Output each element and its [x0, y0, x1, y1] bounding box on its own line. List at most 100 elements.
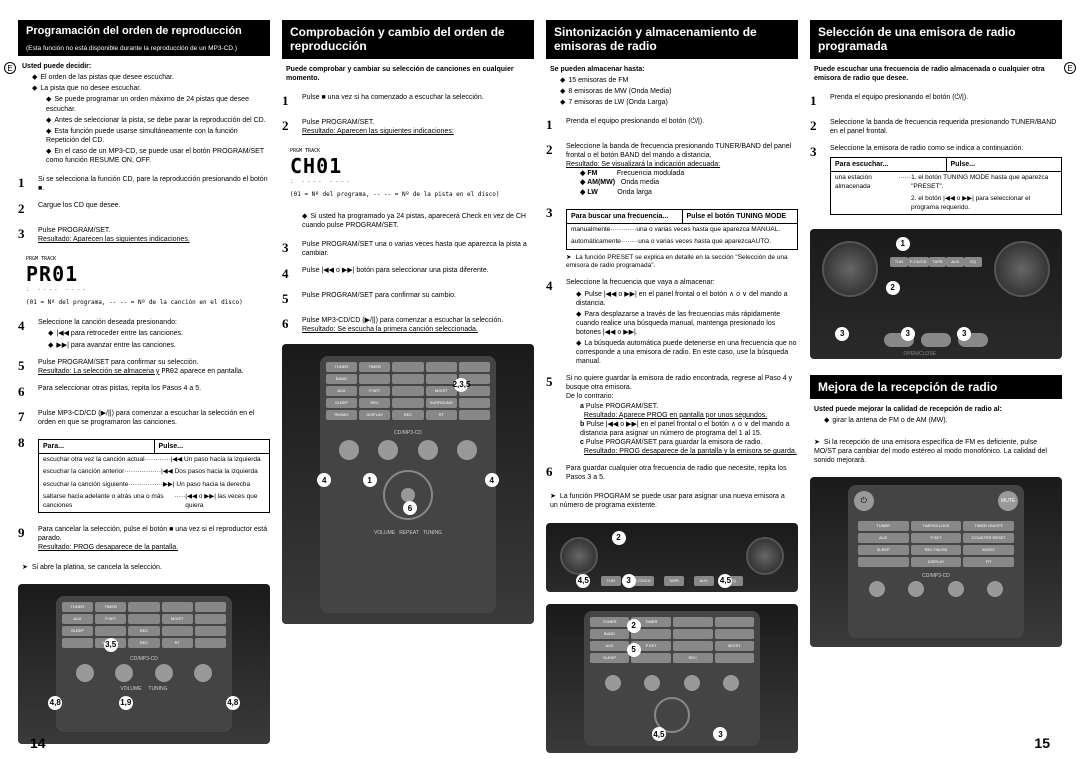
- intro2-item: girar la antena de FM o de AM (MW).: [824, 416, 1058, 425]
- step-text: Seleccione la emisora de radio como se i…: [830, 144, 1062, 219]
- lcd-display: PRGM TRACK CH01 : ---- ---- (01 = Nº del…: [282, 144, 534, 202]
- table-escuchar: Para escuchar...Pulse... una estación al…: [830, 157, 1062, 215]
- callout: 5: [627, 643, 641, 657]
- col4-note2: Si la recepción de una emisora específic…: [810, 432, 1062, 471]
- col2-intro: Puede comprobar y cambiar su selección d…: [282, 59, 534, 89]
- step-text: Pulse |◀◀ o ▶▶| botón para seleccionar u…: [302, 266, 534, 283]
- step-text: Seleccione la banda de frecuencia requer…: [830, 118, 1062, 136]
- step-num: 3: [810, 144, 824, 219]
- step-text: Pulse MP3-CD/CD (▶/||) para comenzar a e…: [302, 316, 534, 334]
- step-text: Pulse MP3-CD/CD (▶/||) para comenzar a e…: [38, 409, 270, 427]
- callout: 1: [363, 473, 377, 487]
- callout: 2: [886, 281, 900, 295]
- step-text: Prenda el equipo presionando el botón (⏻…: [566, 117, 798, 134]
- step-num: 8: [18, 435, 32, 517]
- step-num: 2: [810, 118, 824, 136]
- step-num: 1: [810, 93, 824, 110]
- step-text: Pulse PROGRAM/SET una o varias veces has…: [302, 240, 534, 258]
- stereo-image: TUN P-CD/CD TAPE AUX EQ OPEN/CLOSE 1 2 3…: [810, 229, 1062, 359]
- step-num: 3: [282, 240, 296, 258]
- col3-header: Sintonización y almacenamiento de emisor…: [546, 20, 798, 59]
- col4-header1: Selección de una emisora de radio progra…: [810, 20, 1062, 59]
- table-8: Para...Pulse... escuchar otra vez la can…: [38, 439, 270, 513]
- table-row: escuchar la canción anterior ···········…: [39, 466, 269, 478]
- decide-sub: En el caso de un MP3-CD, se puede usar e…: [46, 147, 266, 165]
- page-letter-left: E: [4, 62, 16, 74]
- step-num: 4: [18, 318, 32, 349]
- store-item: 7 emisoras de LW (Onda Larga): [560, 98, 794, 107]
- decide-item: La pista que no desee escuchar.: [32, 84, 266, 93]
- step-text: Seleccione la canción deseada presionand…: [38, 318, 270, 349]
- step-num: 6: [282, 316, 296, 334]
- callout: 4,8: [226, 696, 240, 710]
- step-text: Para guardar cualquier otra frecuencia d…: [566, 464, 798, 482]
- table-row: manualmente ············ una o varias ve…: [567, 224, 797, 236]
- col1-header: Programación del orden de reproducción: [18, 20, 270, 43]
- callout: 1: [896, 237, 910, 251]
- step-text: Pulse PROGRAM/SET. Resultado: Aparecen l…: [302, 118, 534, 136]
- footnote: Si abre la platina, se cancela la selecc…: [18, 557, 270, 578]
- col2-header: Comprobación y cambio del orden de repro…: [282, 20, 534, 59]
- remote-image: TUNERTIMER AUXP.SETMO/ST SLEEPREC DISPLA…: [18, 584, 270, 744]
- step-num: 3: [18, 226, 32, 244]
- callout: 1,9: [119, 696, 133, 710]
- stereo-image: TUN P-CD/CD TAPE AUX EQ 2 4,5 3 4,5: [546, 523, 798, 592]
- lcd-display: PRGM TRACK PR01 : ---- ---- (01 = Nº del…: [18, 252, 270, 310]
- callout: 2: [627, 619, 641, 633]
- table-3: Para buscar una frecuencia...Pulse el bo…: [566, 209, 798, 250]
- column-3: Sintonización y almacenamiento de emisor…: [546, 20, 798, 759]
- step-text: Si se selecciona la función CD, pare la …: [38, 175, 270, 193]
- col4-header2: Mejora de la recepción de radio: [810, 375, 1062, 399]
- table-row: una estación almacenada ······ 1. el bot…: [831, 172, 1061, 193]
- step-text: Cargue los CD que desee.: [38, 201, 270, 218]
- table-row: automáticamente ········ una o varias ve…: [567, 236, 797, 248]
- step-text: Pulse PROGRAM/SET para confirmar su camb…: [302, 291, 534, 308]
- store-item: 8 emisoras de MW (Onda Media): [560, 87, 794, 96]
- step-text: Si no quiere guardar la emisora de radio…: [566, 374, 798, 456]
- callout: 4,8: [48, 696, 62, 710]
- step-num: 4: [546, 278, 560, 366]
- step-num: 5: [546, 374, 560, 456]
- step-num: 7: [18, 409, 32, 427]
- decide-sub: Se puede programar un orden máximo de 24…: [46, 95, 266, 113]
- step-num: 1: [546, 117, 560, 134]
- callout: 3: [622, 574, 636, 588]
- step-num: 6: [546, 464, 560, 482]
- callout: 4: [485, 473, 499, 487]
- step-num: 1: [282, 93, 296, 110]
- step-num: 4: [282, 266, 296, 283]
- col1-subnote: (Esta función no está disponible durante…: [18, 43, 270, 56]
- callout: 3: [835, 327, 849, 341]
- callout: 2: [612, 531, 626, 545]
- page-number-right: 15: [1034, 735, 1050, 751]
- step-text: Seleccione la banda de frecuencia presio…: [566, 142, 798, 197]
- step-text: Seleccione la frecuencia que vaya a alma…: [566, 278, 798, 366]
- step-text: Pulse ■ una vez si ha comenzado a escuch…: [302, 93, 534, 110]
- step2-note: Si usted ha programado ya 24 pistas, apa…: [302, 213, 526, 229]
- step-num: 5: [18, 358, 32, 376]
- column-4: E Selección de una emisora de radio prog…: [810, 20, 1062, 759]
- column-1: E Programación del orden de reproducción…: [18, 20, 270, 759]
- footnote: La función PROGRAM se puede usar para as…: [546, 486, 798, 516]
- page-letter-right: E: [1064, 62, 1076, 74]
- remote-image: TUNERTIMER BAND AUXP.SETMO/ST SLEEPREC 2…: [546, 604, 798, 753]
- step-num: 2: [546, 142, 560, 197]
- table-row: 2. el botón |◀◀ o ▶▶| para seleccionar e…: [831, 193, 1061, 214]
- step-text: Para cancelar la selección, pulse el bot…: [38, 525, 270, 552]
- callout: 4,5: [652, 727, 666, 741]
- decide-title: Usted puede decidir:: [22, 62, 266, 71]
- step3-note: La función PRESET se explica en detalle …: [566, 254, 798, 271]
- decide-sub: Antes de seleccionar la pista, se debe p…: [46, 116, 266, 125]
- step-num: 2: [18, 201, 32, 218]
- column-2: Comprobación y cambio del orden de repro…: [282, 20, 534, 759]
- step-num: 1: [18, 175, 32, 193]
- step-num: 9: [18, 525, 32, 552]
- step-num: 6: [18, 384, 32, 401]
- callout: 4,5: [576, 574, 590, 588]
- page-number-left: 14: [30, 735, 46, 751]
- table-row: escuchar otra vez la canción actual ····…: [39, 454, 269, 466]
- table-row: saltarse hacia adelante o atrás una o má…: [39, 491, 269, 512]
- store-item: 15 emisoras de FM: [560, 76, 794, 85]
- step-text: Pulse PROGRAM/SET para confirmar su sele…: [38, 358, 270, 376]
- step-text: Para seleccionar otras pistas, repita lo…: [38, 384, 270, 401]
